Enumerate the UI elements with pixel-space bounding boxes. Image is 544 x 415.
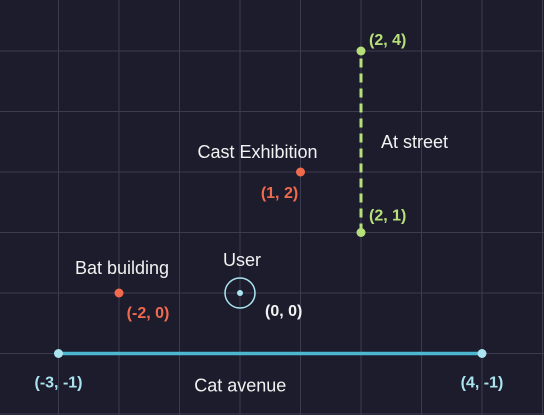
user-location-dot[interactable] (237, 290, 243, 296)
street-name: At street (381, 132, 448, 152)
place-bat-building[interactable]: Bat building (-2, 0) (75, 258, 169, 322)
avenue-end-point[interactable] (477, 349, 487, 358)
avenue-start-coord: (-3, -1) (35, 375, 83, 392)
place-cast-exhibition[interactable]: Cast Exhibition (1, 2) (197, 142, 317, 202)
user-location-ring[interactable] (224, 277, 256, 309)
user-marker[interactable]: User (0, 0) (223, 250, 302, 320)
avenue-start-point[interactable] (54, 349, 63, 358)
street-end-coord: (2, 4) (369, 32, 406, 49)
bat-building-coord: (-2, 0) (127, 305, 170, 322)
cast-exhibition-coord: (1, 2) (261, 185, 298, 202)
bat-building-name: Bat building (75, 258, 169, 278)
avenue-end-coord: (4, -1) (461, 375, 504, 392)
street-end-point[interactable] (356, 46, 366, 56)
bat-building-point[interactable] (114, 288, 124, 298)
cast-exhibition-point[interactable] (296, 167, 305, 177)
street-start-point[interactable] (356, 228, 366, 237)
avenue-cat[interactable]: (-3, -1) (4, -1) Cat avenue (35, 349, 504, 396)
user-coord: (0, 0) (265, 303, 302, 320)
cast-exhibition-name: Cast Exhibition (197, 142, 317, 162)
avenue-name: Cat avenue (194, 376, 286, 396)
user-name: User (223, 250, 261, 270)
street-at[interactable]: (2, 1) (2, 4) At street (356, 32, 449, 237)
street-start-coord: (2, 1) (369, 208, 406, 225)
